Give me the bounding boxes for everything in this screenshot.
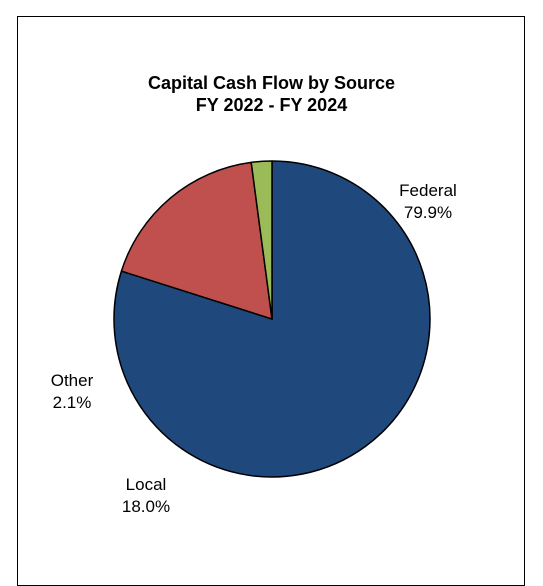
slice-label-federal: Federal bbox=[399, 181, 457, 200]
pie-slice-local bbox=[120, 161, 273, 320]
slice-value-federal: 79.9% bbox=[404, 203, 452, 222]
chart-subtitle: FY 2022 - FY 2024 bbox=[195, 95, 348, 115]
pie-slice-other bbox=[250, 160, 273, 320]
chart-title-block: Capital Cash Flow by Source FY 2022 - FY… bbox=[0, 72, 543, 116]
pie-chart: Federal 79.9% Local 18.0% Other 2.1% bbox=[51, 160, 457, 516]
slice-value-other: 2.1% bbox=[53, 393, 92, 412]
slice-value-local: 18.0% bbox=[122, 497, 170, 516]
slice-label-other: Other bbox=[51, 371, 94, 390]
slice-label-local: Local bbox=[126, 475, 167, 494]
chart-title: Capital Cash Flow by Source bbox=[147, 73, 396, 93]
